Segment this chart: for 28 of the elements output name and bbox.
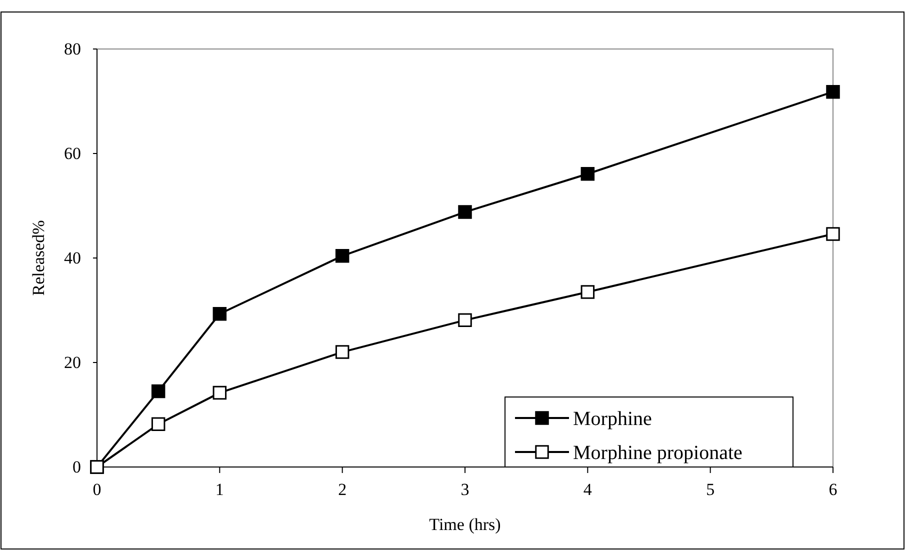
- x-tick-label: 1: [215, 480, 224, 500]
- point: [335, 249, 350, 263]
- x-axis-title: Time (hrs): [429, 515, 501, 534]
- x-tick-label: 6: [828, 480, 838, 500]
- point: [580, 285, 595, 299]
- y-tick-label: 20: [64, 352, 81, 372]
- point: [580, 167, 595, 181]
- x-tick-label: 5: [706, 480, 715, 500]
- point: [212, 307, 227, 321]
- y-tick-label: 0: [72, 457, 81, 476]
- x-tick-label: 3: [460, 480, 470, 500]
- point: [151, 417, 166, 432]
- y-axis-title: Released%: [29, 220, 48, 296]
- point: [826, 227, 840, 241]
- legend-label: Morphine: [573, 408, 652, 430]
- point: [826, 84, 840, 99]
- y-tick-label: 60: [64, 144, 81, 163]
- point: [335, 345, 350, 359]
- y-tick-label: 40: [64, 248, 81, 268]
- legend-label: Morphine propionate: [573, 442, 743, 464]
- point: [458, 205, 472, 219]
- x-tick-label: 4: [583, 480, 592, 500]
- point: [212, 386, 227, 400]
- y-tick-label: 80: [64, 39, 81, 58]
- point: [151, 384, 166, 398]
- x-tick-label: 2: [338, 480, 347, 500]
- x-tick-label: 0: [92, 480, 102, 500]
- point: [458, 313, 472, 328]
